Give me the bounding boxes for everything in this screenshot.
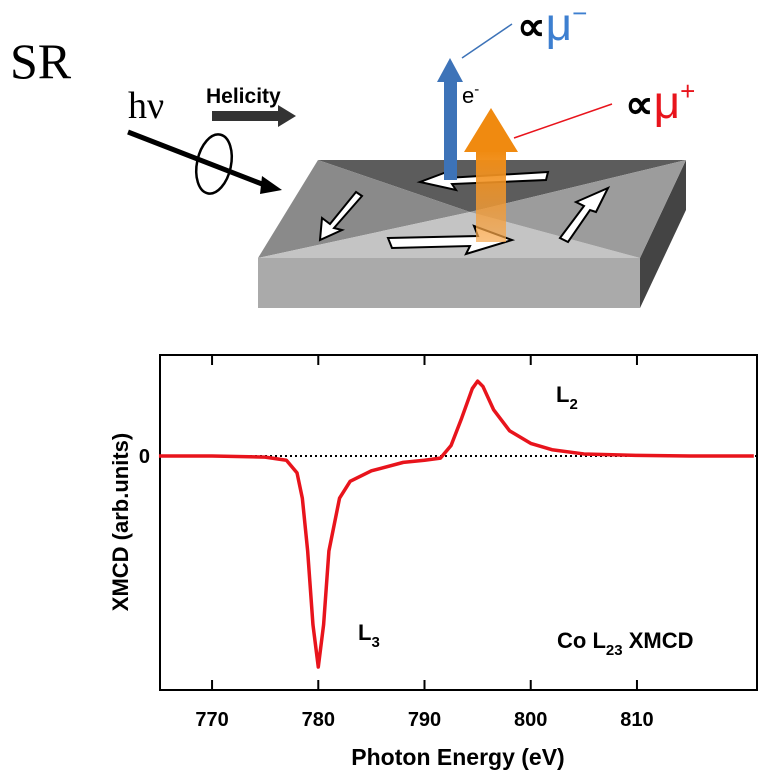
photon-label: hν xyxy=(128,85,164,127)
helicity-label: Helicity xyxy=(206,85,281,108)
electron-label: e- xyxy=(462,81,479,108)
x-tick-label: 780 xyxy=(302,709,335,731)
source-label: SR xyxy=(10,33,72,89)
electron: e xyxy=(462,83,474,108)
figure: SR hν Helicity e- ∝μ− ∝μ+ Photon Ener xyxy=(0,0,762,778)
mu-plus: ∝μ+ xyxy=(625,76,695,128)
annotation-text: L xyxy=(556,382,569,407)
photon-beam xyxy=(128,132,262,184)
diagram: SR hν Helicity e- ∝μ− ∝μ+ xyxy=(10,0,695,308)
x-tick-label: 800 xyxy=(514,709,547,731)
proportional: ∝ xyxy=(517,5,546,49)
data-line xyxy=(159,381,754,667)
mu: μ xyxy=(546,0,573,50)
beam-head xyxy=(260,176,282,194)
blue-arrow-head xyxy=(437,58,463,82)
y-axis-label: XMCD (arb.units) xyxy=(108,433,133,611)
mu: μ xyxy=(654,76,681,128)
helicity-arrow xyxy=(212,105,296,127)
annotation: L2 xyxy=(556,382,578,413)
annotation-text: L xyxy=(358,620,371,645)
x-tick-label: 810 xyxy=(620,709,653,731)
annotation-subscript: 2 xyxy=(569,396,577,413)
electron-charge: - xyxy=(474,81,479,98)
orange-arrow-head xyxy=(464,108,518,152)
caption-subscript: 23 xyxy=(606,642,623,659)
proportional: ∝ xyxy=(625,83,654,127)
annotation: L3 xyxy=(358,620,380,651)
sign: − xyxy=(572,0,587,28)
x-axis-label: Photon Energy (eV) xyxy=(351,744,564,770)
annotation-subscript: 3 xyxy=(371,634,379,651)
orange-arrow xyxy=(476,150,506,242)
caption-suffix: XMCD xyxy=(623,628,694,653)
slab-front xyxy=(258,258,640,308)
sign: + xyxy=(680,76,695,106)
mu-minus: ∝μ− xyxy=(517,0,587,50)
caption-text: Co L xyxy=(557,628,606,653)
x-tick-label: 770 xyxy=(195,709,228,731)
blue-arrow xyxy=(444,80,457,180)
leader xyxy=(462,24,512,58)
leader xyxy=(514,104,612,138)
chart: Photon Energy (eV) XMCD (arb.units) L3 L… xyxy=(108,355,757,770)
x-tick-label: 790 xyxy=(408,709,441,731)
y-tick-label: 0 xyxy=(139,446,150,468)
caption: Co L23 XMCD xyxy=(557,628,693,659)
